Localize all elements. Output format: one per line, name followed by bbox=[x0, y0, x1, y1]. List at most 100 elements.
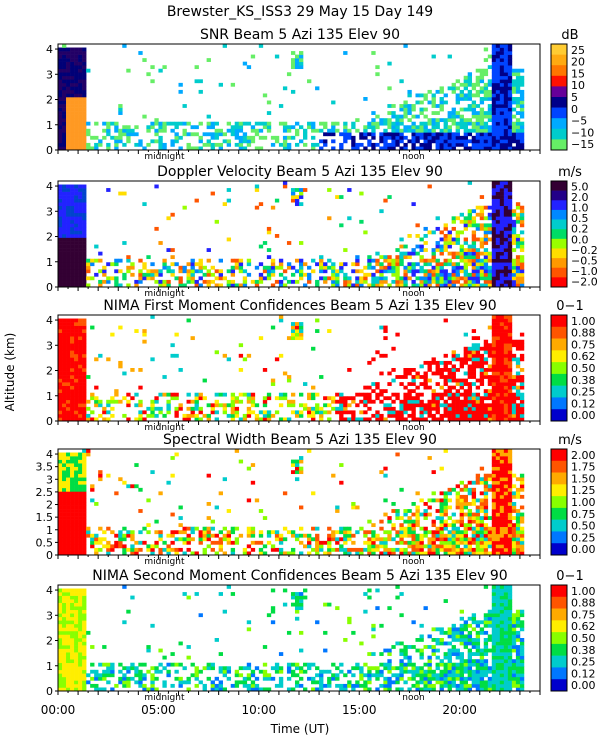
heatmap-cell bbox=[62, 65, 67, 70]
heatmap-cell bbox=[62, 599, 67, 603]
heatmap-cell bbox=[62, 82, 67, 87]
heatmap-cell bbox=[90, 410, 95, 415]
heatmap-cell bbox=[387, 413, 392, 418]
heatmap-cell bbox=[78, 205, 83, 210]
heatmap-cell bbox=[439, 375, 444, 379]
heatmap-cell bbox=[74, 406, 79, 411]
y-tick-label: 1 bbox=[46, 390, 53, 403]
heatmap-cell bbox=[503, 82, 509, 87]
heatmap-cell bbox=[82, 107, 87, 112]
heatmap-cell bbox=[479, 357, 485, 362]
heatmap-cell bbox=[82, 406, 87, 411]
heatmap-cell bbox=[503, 360, 509, 365]
heatmap-cell bbox=[210, 272, 215, 277]
heatmap-cell bbox=[202, 533, 207, 538]
heatmap-cell bbox=[511, 378, 517, 383]
heatmap-cell bbox=[407, 533, 412, 538]
heatmap-cell bbox=[503, 198, 509, 203]
heatmap-cell bbox=[66, 195, 71, 199]
heatmap-cell bbox=[431, 491, 436, 496]
panel-title: Doppler Velocity Beam 5 Azi 135 Elev 90 bbox=[157, 164, 443, 180]
panel-title: NIMA First Moment Confidences Beam 5 Azi… bbox=[103, 298, 496, 314]
heatmap-cell bbox=[234, 526, 240, 531]
heatmap-cell bbox=[347, 276, 352, 281]
y-tick-label: 2 bbox=[46, 94, 53, 107]
heatmap-cell bbox=[451, 89, 456, 94]
heatmap-cell bbox=[391, 132, 396, 137]
heatmap-cell bbox=[439, 86, 444, 91]
heatmap-cell bbox=[415, 93, 420, 98]
heatmap-cell bbox=[467, 219, 473, 224]
heatmap-cell bbox=[355, 403, 360, 408]
heatmap-cell bbox=[190, 269, 195, 274]
heatmap-cell bbox=[74, 216, 79, 221]
heatmap-cell bbox=[74, 516, 79, 520]
heatmap-cell bbox=[335, 505, 340, 510]
heatmap-cell bbox=[174, 332, 179, 337]
heatmap-cell bbox=[210, 121, 215, 126]
heatmap-cell bbox=[499, 219, 505, 224]
heatmap-cell bbox=[258, 262, 264, 267]
heatmap-cell bbox=[511, 526, 517, 531]
heatmap-cell bbox=[439, 104, 444, 108]
heatmap-cell bbox=[66, 205, 71, 210]
heatmap-cell bbox=[487, 93, 493, 98]
heatmap-cell bbox=[327, 417, 332, 422]
heatmap-cell bbox=[455, 272, 460, 277]
heatmap-cell bbox=[455, 494, 460, 499]
noon-marker: noon bbox=[402, 557, 424, 567]
heatmap-cell bbox=[62, 75, 67, 80]
heatmap-cell bbox=[459, 142, 464, 147]
heatmap-cell bbox=[451, 82, 456, 87]
heatmap-cell bbox=[403, 255, 408, 260]
colorbar-tick-label: −5 bbox=[571, 115, 587, 128]
heatmap-cell bbox=[467, 223, 473, 228]
heatmap-cell bbox=[74, 417, 79, 422]
heatmap-cell bbox=[399, 139, 404, 144]
heatmap-cell bbox=[62, 191, 67, 196]
heatmap-cell bbox=[471, 403, 477, 408]
heatmap-cell bbox=[435, 89, 440, 94]
heatmap-cell bbox=[435, 279, 440, 284]
heatmap-cell bbox=[499, 44, 505, 48]
heatmap-cell bbox=[495, 272, 501, 277]
heatmap-cell bbox=[78, 470, 83, 475]
heatmap-cell bbox=[58, 588, 63, 593]
heatmap-cell bbox=[455, 237, 460, 242]
heatmap-cell bbox=[118, 537, 123, 542]
heatmap-cell bbox=[78, 669, 83, 674]
heatmap-cell bbox=[379, 209, 384, 214]
heatmap-cell bbox=[459, 502, 464, 506]
heatmap-cell bbox=[86, 121, 91, 126]
heatmap-cell bbox=[78, 406, 83, 411]
heatmap-cell bbox=[455, 255, 460, 260]
heatmap-cell bbox=[62, 406, 67, 411]
heatmap-cell bbox=[511, 491, 517, 496]
heatmap-cell bbox=[515, 406, 521, 411]
heatmap-cell bbox=[431, 470, 436, 475]
heatmap-cell bbox=[499, 262, 505, 267]
heatmap-cell bbox=[471, 343, 477, 348]
heatmap-cell bbox=[290, 135, 296, 140]
heatmap-cell bbox=[82, 484, 87, 489]
heatmap-cell bbox=[419, 417, 424, 422]
heatmap-cell bbox=[146, 498, 151, 503]
heatmap-cell bbox=[423, 371, 428, 376]
heatmap-cell bbox=[483, 258, 489, 263]
heatmap-cell bbox=[483, 396, 489, 401]
heatmap-cell bbox=[463, 346, 468, 351]
heatmap-cell bbox=[323, 276, 328, 281]
heatmap-cell bbox=[66, 216, 71, 221]
heatmap-cell bbox=[82, 371, 87, 376]
heatmap-cell bbox=[74, 118, 79, 123]
heatmap-cell bbox=[487, 54, 493, 59]
heatmap-cell bbox=[82, 61, 87, 66]
heatmap-cell bbox=[387, 382, 392, 386]
heatmap-cell bbox=[491, 132, 497, 137]
heatmap-cell bbox=[278, 315, 284, 319]
heatmap-cell bbox=[399, 283, 404, 288]
heatmap-cell bbox=[282, 276, 288, 281]
heatmap-cell bbox=[222, 526, 227, 531]
heatmap-cell bbox=[62, 655, 67, 660]
heatmap-cell bbox=[519, 241, 525, 245]
